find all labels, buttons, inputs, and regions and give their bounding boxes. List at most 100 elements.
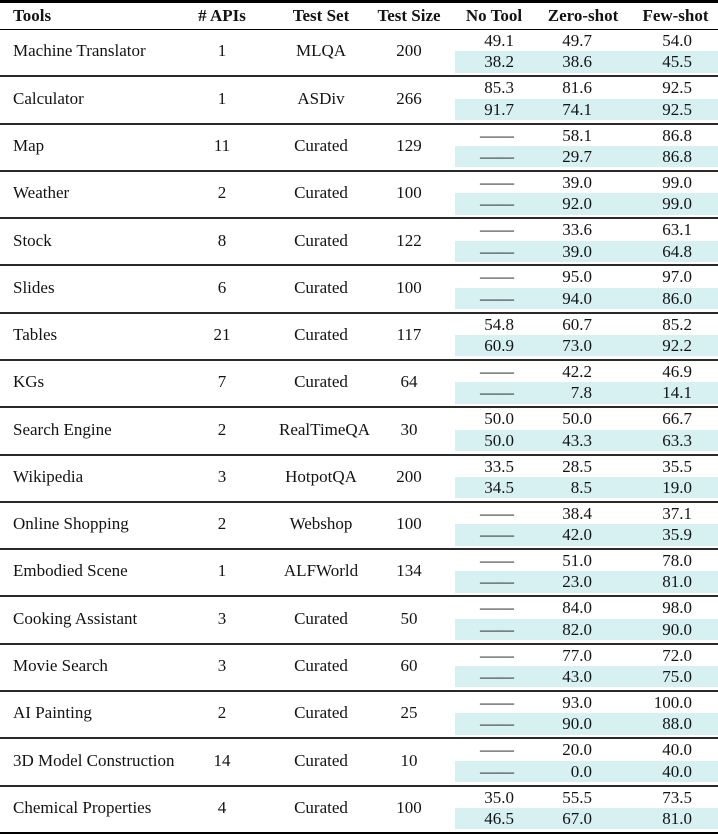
metric-row-plain: —— 20.0 40.0 <box>455 739 718 760</box>
metric-values: 54.8 60.7 85.2 60.9 73.0 92.2 <box>455 314 718 357</box>
table-row-group: Chemical Properties 4 Curated 100 35.0 5… <box>0 787 718 832</box>
few-shot-value-highlighted: 75.0 <box>662 667 692 687</box>
api-count-cell: 1 <box>217 561 227 581</box>
api-count-cell: 7 <box>217 372 227 392</box>
few-shot-value-highlighted: 45.5 <box>662 52 692 72</box>
test-size-cell: 122 <box>396 230 422 250</box>
no-tool-value-highlighted: 60.9 <box>484 336 514 356</box>
no-tool-value-highlighted: —— <box>480 383 514 403</box>
no-tool-value: 54.8 <box>484 314 514 334</box>
zero-shot-value-highlighted: 73.0 <box>562 336 592 356</box>
table-body: Machine Translator 1 MLQA 200 49.1 49.7 … <box>0 30 718 832</box>
metric-row-highlighted: 46.5 67.0 81.0 <box>455 807 718 830</box>
api-count-cell: 1 <box>217 41 227 61</box>
test-set-cell: Curated <box>294 230 348 250</box>
test-set-cell: Curated <box>294 135 348 155</box>
zero-shot-value-highlighted: 23.0 <box>562 572 592 592</box>
no-tool-value: 49.1 <box>484 31 514 50</box>
no-tool-value: —— <box>480 125 514 145</box>
column-header-no-tool: No Tool <box>465 6 523 25</box>
few-shot-value-highlighted: 86.8 <box>662 146 692 166</box>
table-row-group: Embodied Scene 1 ALFWorld 134 —— 51.0 78… <box>0 550 718 598</box>
tool-name-cell: Map <box>13 135 45 155</box>
test-size-cell: 100 <box>396 183 422 203</box>
few-shot-value-highlighted: 92.2 <box>662 336 692 356</box>
tool-name-cell: Stock <box>13 230 52 250</box>
table-row-group: AI Painting 2 Curated 25 —— 93.0 100.0 —… <box>0 692 718 740</box>
zero-shot-value-highlighted: 0.0 <box>570 761 592 781</box>
no-tool-value-highlighted: —— <box>480 146 514 166</box>
metric-row-highlighted: 60.9 73.0 92.2 <box>455 335 718 357</box>
metric-values: 49.1 49.7 54.0 38.2 38.6 45.5 <box>455 30 718 73</box>
tool-name-cell: Wikipedia <box>13 466 84 486</box>
table-row-group: Wikipedia 3 HotpotQA 200 33.5 28.5 35.5 … <box>0 456 718 503</box>
few-shot-value-highlighted: 19.0 <box>662 477 692 497</box>
metric-row-plain: 50.0 50.0 66.7 <box>455 408 718 429</box>
test-size-cell: 200 <box>396 41 422 61</box>
metric-values: 85.3 81.6 92.5 91.7 74.1 92.5 <box>455 77 718 121</box>
column-header-few-shot: Few-shot <box>642 6 709 25</box>
tool-name-cell: Tables <box>13 325 58 345</box>
metric-row-plain: —— 95.0 97.0 <box>455 266 718 287</box>
few-shot-value-highlighted: 90.0 <box>662 619 692 639</box>
metric-values: 33.5 28.5 35.5 34.5 8.5 19.0 <box>455 456 718 499</box>
no-tool-value-highlighted: 34.5 <box>484 477 514 497</box>
zero-shot-value-highlighted: 8.5 <box>570 477 592 497</box>
table-header-row: Tools # APIs Test Set Test Size No Tool … <box>0 3 718 30</box>
api-count-cell: 3 <box>217 466 227 486</box>
metric-values: —— 42.2 46.9 —— 7.8 14.1 <box>455 361 718 404</box>
tool-name-cell: Online Shopping <box>13 514 129 534</box>
metric-values: —— 93.0 100.0 —— 90.0 88.0 <box>455 692 718 735</box>
few-shot-value: 100.0 <box>653 692 692 712</box>
no-tool-value: —— <box>480 551 514 571</box>
tool-name-cell: Movie Search <box>13 656 108 676</box>
test-set-cell: HotpotQA <box>285 466 357 486</box>
metric-row-highlighted: —— 0.0 40.0 <box>455 760 718 782</box>
few-shot-value: 63.1 <box>662 220 692 240</box>
zero-shot-value-highlighted: 92.0 <box>562 194 592 214</box>
tool-name-cell: Cooking Assistant <box>13 608 138 628</box>
tool-name-cell: Weather <box>13 183 70 203</box>
tool-name-cell: Search Engine <box>13 419 112 439</box>
table-row-group: Stock 8 Curated 122 —— 33.6 63.1 —— 39.0… <box>0 219 718 267</box>
few-shot-value: 78.0 <box>662 551 692 571</box>
metric-row-highlighted: 34.5 8.5 19.0 <box>455 476 718 499</box>
zero-shot-value-highlighted: 29.7 <box>562 146 592 166</box>
api-count-cell: 6 <box>217 277 227 297</box>
no-tool-value-highlighted: —— <box>480 194 514 214</box>
tool-name-cell: Slides <box>13 277 55 297</box>
zero-shot-value: 51.0 <box>562 551 592 571</box>
table-row-group: Slides 6 Curated 100 —— 95.0 97.0 —— 94.… <box>0 266 718 314</box>
zero-shot-value: 93.0 <box>562 692 592 712</box>
metric-values: —— 20.0 40.0 —— 0.0 40.0 <box>455 739 718 782</box>
table-row-group: Movie Search 3 Curated 60 —— 77.0 72.0 —… <box>0 645 718 692</box>
zero-shot-value: 42.2 <box>562 361 592 381</box>
test-size-cell: 134 <box>396 561 422 581</box>
test-set-cell: RealTimeQA <box>279 419 370 439</box>
test-size-cell: 129 <box>396 135 422 155</box>
api-count-cell: 2 <box>217 419 227 439</box>
zero-shot-value-highlighted: 7.8 <box>570 383 592 403</box>
metric-values: —— 84.0 98.0 —— 82.0 90.0 <box>455 597 718 641</box>
column-header-test-size: Test Size <box>377 6 441 25</box>
metric-values: —— 39.0 99.0 —— 92.0 99.0 <box>455 172 718 215</box>
no-tool-value: 35.0 <box>484 787 514 807</box>
no-tool-value-highlighted: 38.2 <box>484 52 514 72</box>
no-tool-value: —— <box>480 267 514 287</box>
few-shot-value: 54.0 <box>662 31 692 50</box>
no-tool-value-highlighted: —— <box>480 714 514 734</box>
few-shot-value: 86.8 <box>662 125 692 145</box>
test-size-cell: 100 <box>396 514 422 534</box>
metric-row-highlighted: —— 82.0 90.0 <box>455 618 718 641</box>
tool-name-cell: Machine Translator <box>13 41 146 61</box>
metric-row-highlighted: —— 92.0 99.0 <box>455 193 718 215</box>
metric-values: —— 51.0 78.0 —— 23.0 81.0 <box>455 550 718 593</box>
no-tool-value: —— <box>480 220 514 240</box>
metric-row-highlighted: 91.7 74.1 92.5 <box>455 98 718 121</box>
tool-name-cell: Calculator <box>13 88 84 108</box>
test-size-cell: 25 <box>400 703 418 723</box>
metric-row-highlighted: —— 39.0 64.8 <box>455 240 718 262</box>
metric-values: —— 77.0 72.0 —— 43.0 75.0 <box>455 645 718 688</box>
zero-shot-value-highlighted: 90.0 <box>562 714 592 734</box>
zero-shot-value: 55.5 <box>562 787 592 807</box>
